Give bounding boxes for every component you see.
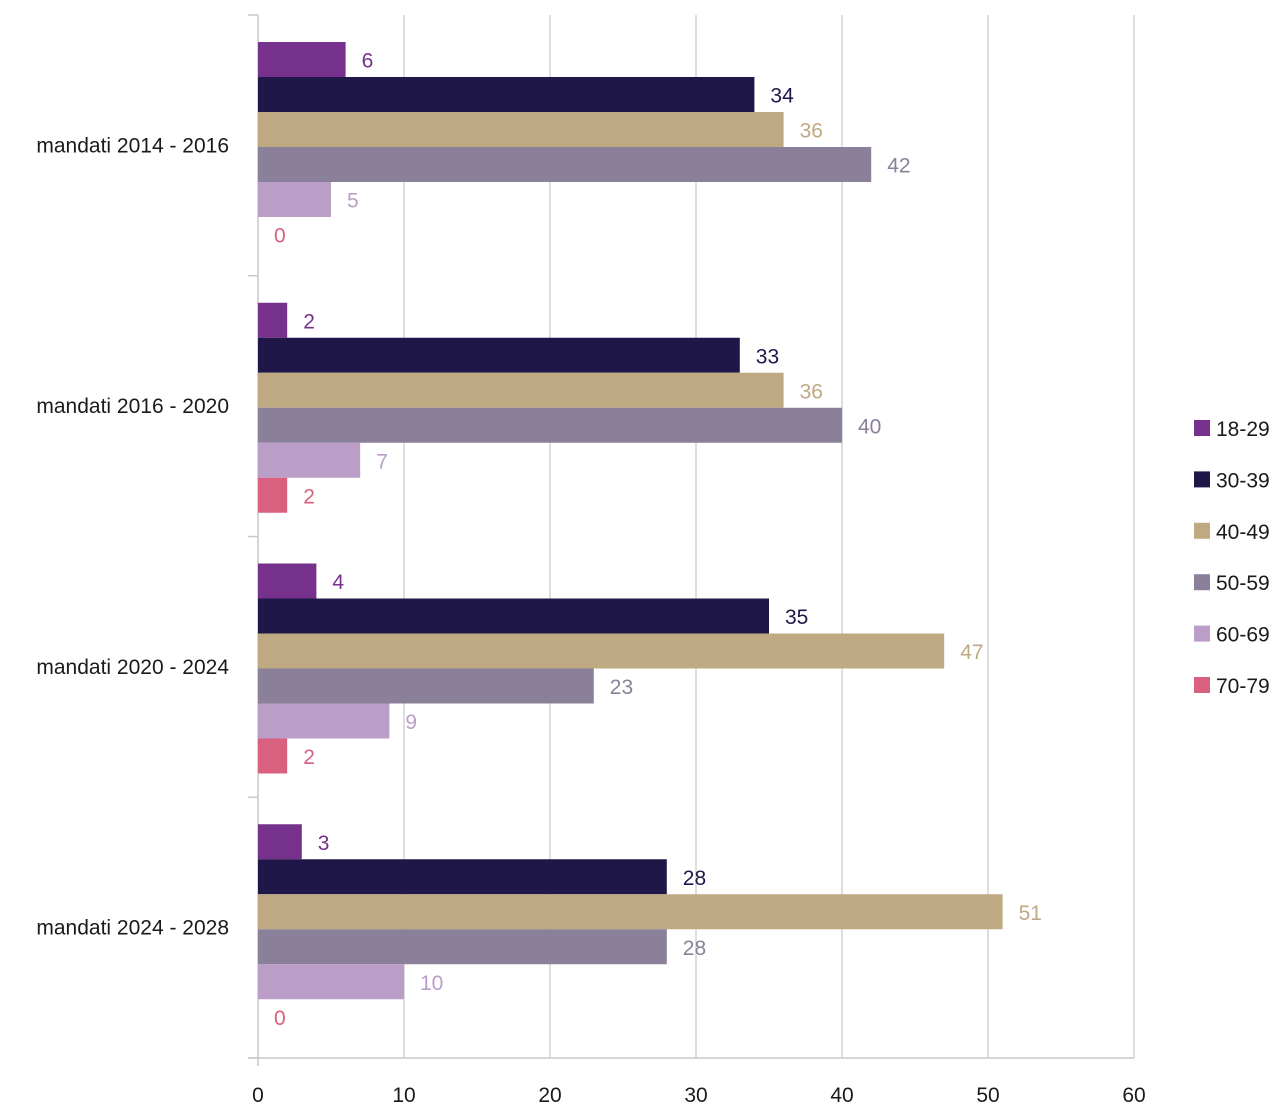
bar: [258, 929, 667, 965]
data-label: 28: [683, 937, 706, 960]
bar: [258, 633, 945, 669]
category-label: mandati 2024 - 2028: [36, 917, 229, 940]
data-label: 5: [347, 190, 359, 213]
data-label: 6: [362, 50, 374, 73]
legend-label: 60-69: [1216, 624, 1270, 647]
data-label: 10: [420, 972, 443, 995]
bar: [258, 407, 842, 443]
legend-label: 70-79: [1216, 675, 1270, 698]
legend-swatch: [1194, 574, 1210, 591]
x-tick-label: 50: [976, 1084, 999, 1106]
bar: [258, 668, 594, 704]
x-tick-label: 40: [830, 1084, 853, 1106]
data-label: 0: [274, 1007, 286, 1030]
data-label: 2: [303, 310, 315, 333]
data-label: 42: [887, 155, 910, 178]
legend: 18-29 30-39 40-49 50-59 60-69 70-79: [1194, 418, 1270, 698]
data-label: 4: [332, 571, 344, 594]
bar: [258, 563, 317, 599]
data-label: 2: [303, 485, 315, 508]
data-label: 23: [610, 676, 633, 699]
bar: [258, 598, 769, 634]
data-label: 36: [800, 380, 823, 403]
data-label: 2: [303, 746, 315, 769]
data-label: 36: [800, 120, 823, 143]
legend-swatch: [1194, 677, 1210, 693]
bar: [258, 182, 331, 217]
bar: [258, 894, 1003, 930]
category-label: mandati 2016 - 2020: [36, 395, 229, 418]
legend-label: 50-59: [1216, 572, 1270, 595]
data-label: 9: [405, 711, 417, 734]
legend-label: 30-39: [1216, 469, 1270, 492]
data-label: 28: [683, 867, 706, 890]
x-tick-label: 30: [684, 1084, 707, 1106]
x-tick-label: 0: [252, 1084, 264, 1106]
data-label: 35: [785, 606, 808, 629]
bar: [258, 372, 784, 408]
data-label: 7: [376, 450, 388, 473]
x-tick-label: 60: [1122, 1084, 1145, 1106]
legend-swatch: [1194, 625, 1210, 642]
legend-swatch: [1194, 420, 1210, 436]
legend-label: 40-49: [1216, 521, 1270, 544]
bar: [258, 824, 302, 860]
bar: [258, 964, 404, 1000]
bar: [258, 738, 288, 774]
category-label: mandati 2014 - 2016: [36, 134, 229, 157]
bar: [258, 147, 872, 182]
bar: [258, 112, 784, 147]
data-label: 0: [274, 225, 286, 248]
bar: [258, 859, 667, 895]
data-label: 34: [770, 85, 794, 108]
x-tick-labels: 0 10 20 30 40 50 60: [252, 1084, 1146, 1106]
x-tick-label: 10: [392, 1084, 415, 1106]
legend-swatch: [1194, 471, 1210, 488]
data-label: 33: [756, 345, 779, 368]
legend-label: 18-29: [1216, 418, 1270, 441]
data-label: 3: [318, 832, 330, 855]
bar: [258, 337, 740, 373]
data-label: 47: [960, 641, 983, 664]
bar: [258, 42, 346, 77]
data-labels: 6 2 4 3 34 33 35 28 36 36 47 51 42 40 23 28 5 7 9 10 0 2 2 0: [274, 50, 1042, 1030]
bar: [258, 302, 288, 338]
bar: [258, 77, 755, 112]
bar: [258, 703, 390, 739]
legend-swatch: [1194, 522, 1210, 539]
bars: [258, 42, 1003, 1000]
category-label: mandati 2020 - 2024: [36, 656, 229, 679]
bar: [258, 477, 288, 513]
category-labels: mandati 2014 - 2016 mandati 2016 - 2020 ma…: [36, 134, 229, 939]
data-label: 40: [858, 415, 881, 438]
data-label: 51: [1019, 902, 1042, 925]
x-tick-label: 20: [538, 1084, 561, 1106]
bar: [258, 442, 361, 478]
